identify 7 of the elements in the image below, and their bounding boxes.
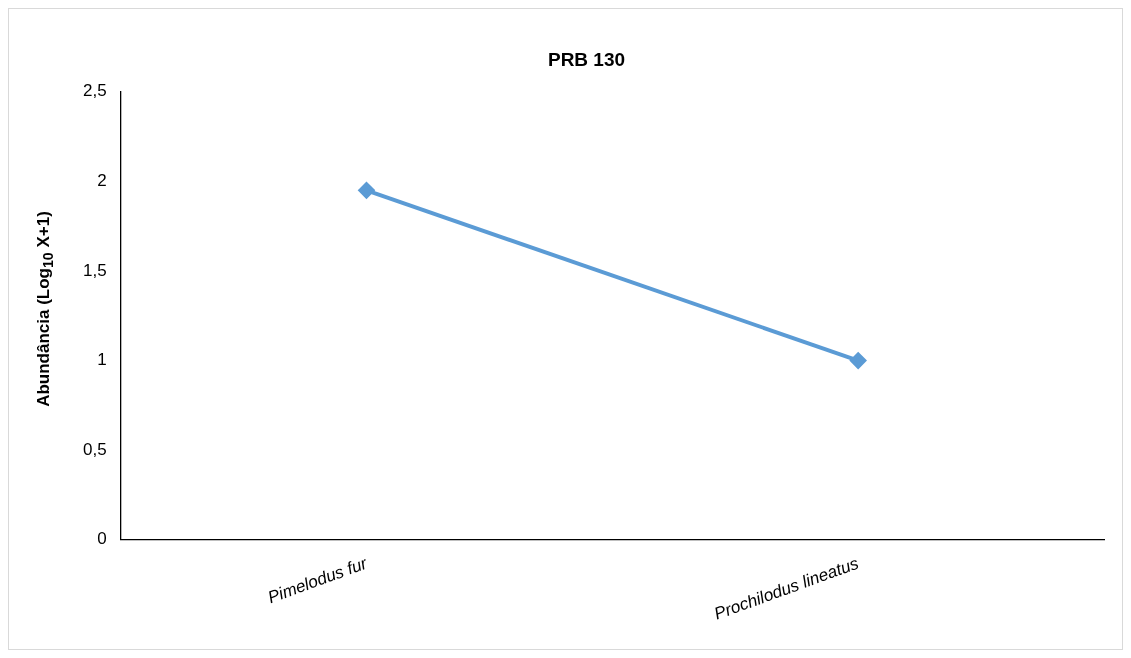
chart-title: PRB 130 [547,48,626,70]
y-tick-label: 1,5 [82,260,107,280]
y-tick-label: 0 [97,529,107,549]
y-tick-label: 0,5 [82,439,107,459]
y-tick-label: 2 [97,171,107,191]
y-tick-label: 1 [97,350,107,370]
y-tick-label: 2,5 [82,81,107,101]
